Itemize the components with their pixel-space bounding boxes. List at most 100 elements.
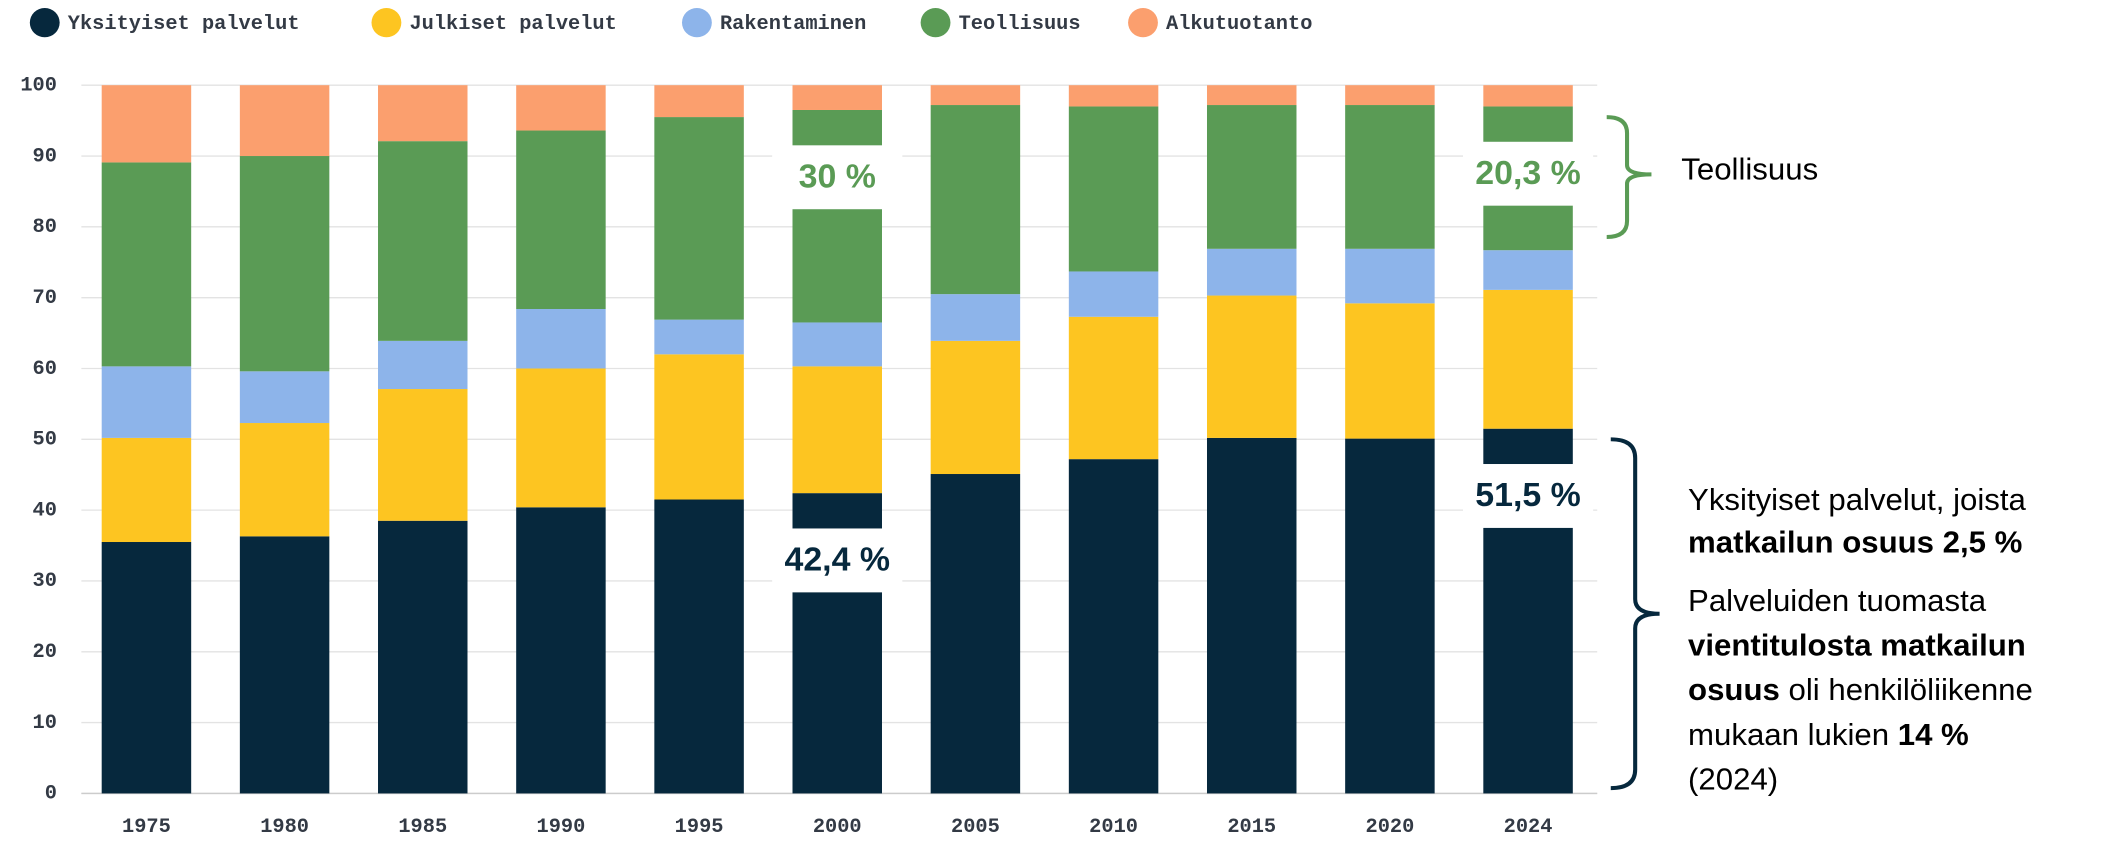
bar-segment [239,85,330,157]
legend-swatch [682,7,712,38]
annotation: osuus oli henkilöliikenne [1688,673,2033,708]
bar-segment [239,156,330,372]
bracket [1606,115,1652,239]
bar-segment [101,85,192,163]
legend-label: Yksityiset palvelut [68,13,300,36]
legend-swatch [1128,7,1158,38]
bar-segment [1483,289,1573,429]
bar-segment [930,85,1021,106]
bar-segment [654,319,744,355]
annotation: mukaan lukien 14 % [1688,717,1969,752]
label-box [1462,141,1594,206]
bar-segment [654,354,744,500]
bar-segment [239,423,330,537]
annotation-run: Palveluiden tuomasta [1688,583,1987,618]
x-tick-label: 2010 [1089,816,1138,839]
y-tick-label: 0 [45,783,57,806]
annotation-run: matkailun osuus 2,5 % [1688,525,2022,560]
y-tick-label: 40 [33,500,57,523]
x-tick-label: 1980 [260,816,309,839]
y-tick-label: 50 [33,429,57,452]
y-tick-label: 60 [33,358,57,381]
bar-segment [239,536,330,794]
annotation-run: Teollisuus [1681,152,1818,187]
bar-segment [239,371,330,424]
bar-segment [378,389,468,521]
annotation: (2024) [1688,762,1778,797]
bar-segment [1068,459,1159,794]
annotation: Teollisuus [1681,152,1818,187]
y-tick-label: 80 [33,216,57,239]
bar-segment [378,340,468,390]
bar-segment [1068,106,1159,272]
bar-segment [654,85,744,118]
bar-segment [101,437,192,543]
bar-segment [378,85,468,142]
bar-segment [516,85,606,131]
bar-segment [1345,438,1435,794]
bar-segment [1068,271,1159,317]
bar-segment [101,366,192,438]
bar-segment [1345,85,1435,106]
bar-segment [1483,250,1573,290]
y-tick-label: 100 [20,75,57,98]
bar-segment [378,141,468,341]
bar-segment [1206,248,1297,296]
bar-segment [101,542,192,794]
x-tick-label: 2024 [1504,816,1553,839]
x-tick-label: 2015 [1227,816,1276,839]
x-tick-label: 2000 [813,816,862,839]
bar-segment [654,499,744,794]
legend-label: Rakentaminen [720,13,866,36]
bar-segment [1483,85,1573,107]
label-box [1462,464,1594,528]
data-label: 51,5 % [1475,477,1581,514]
y-tick-label: 30 [33,570,57,593]
x-tick-label: 1985 [398,816,447,839]
x-tick-label: 2020 [1365,816,1414,839]
bar-segment [930,340,1021,475]
annotation-run: osuus [1688,673,1780,708]
annotation-run: vientitulosta matkailun [1688,628,2026,663]
annotation-run: oli henkilöliikenne [1780,673,2033,708]
y-tick-label: 70 [33,287,57,310]
bar-segment [516,507,606,794]
bar-segment [654,117,744,320]
legend-label: Alkutuotanto [1166,13,1312,36]
bar-segment [792,322,882,367]
bar-segment [516,130,606,309]
label-box [772,145,903,210]
bar-segment [792,85,882,110]
annotation-run: 14 % [1898,717,1969,752]
bar-segment [1345,105,1435,249]
bar-segment [792,366,882,494]
annotation-run: mukaan lukien [1688,717,1898,752]
annotation: Palveluiden tuomasta [1688,583,1987,618]
legend-swatch [29,7,60,38]
bar-segment [1206,437,1297,794]
bar-segment [930,105,1021,295]
bar-segment [930,474,1021,794]
bar-segment [1345,303,1435,439]
x-tick-label: 1990 [537,816,586,839]
bar-segment [792,109,882,323]
y-tick-label: 20 [33,641,57,664]
label-box [772,528,903,593]
bracket [1610,437,1660,791]
annotation: vientitulosta matkailun [1688,628,2026,663]
bar-segment [1206,85,1297,106]
annotation-run: (2024) [1688,762,1778,797]
bar-segment [930,294,1021,341]
x-tick-label: 2005 [951,816,1000,839]
annotation: matkailun osuus 2,5 % [1688,525,2022,560]
bar-segment [1068,316,1159,460]
bar-segment [1068,85,1159,107]
legend-label: Julkiset palvelut [409,13,616,36]
bar-segment [516,308,606,369]
y-tick-label: 90 [33,145,57,168]
bar-segment [101,162,192,367]
x-tick-label: 1995 [675,816,724,839]
y-tick-label: 10 [33,712,57,735]
